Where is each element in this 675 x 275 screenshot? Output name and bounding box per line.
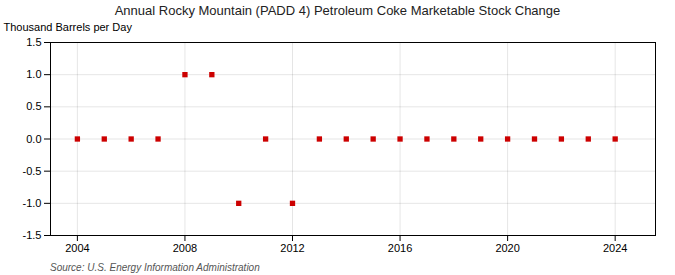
- svg-text:1.5: 1.5: [26, 36, 41, 48]
- svg-text:1.0: 1.0: [26, 68, 41, 80]
- svg-text:2004: 2004: [65, 242, 89, 254]
- svg-text:2024: 2024: [603, 242, 627, 254]
- svg-text:0.0: 0.0: [26, 133, 41, 145]
- svg-text:2016: 2016: [388, 242, 412, 254]
- svg-text:-1.0: -1.0: [23, 197, 42, 209]
- html-text:Source: U.S. Energy Informatio: Source: U.S. Energy Information Administ…: [50, 262, 260, 273]
- svg-text:2012: 2012: [280, 242, 304, 254]
- svg-text:-0.5: -0.5: [23, 165, 42, 177]
- html-text:Annual Rocky Mountain (PADD 4): Annual Rocky Mountain (PADD 4) Petroleum…: [114, 3, 561, 18]
- svg-text:-1.5: -1.5: [23, 229, 42, 241]
- svg-text:0.5: 0.5: [26, 100, 41, 112]
- svg-text:2020: 2020: [495, 242, 519, 254]
- svg-text:2008: 2008: [173, 242, 197, 254]
- svg-text:Thousand Barrels per Day: Thousand Barrels per Day: [4, 21, 133, 33]
